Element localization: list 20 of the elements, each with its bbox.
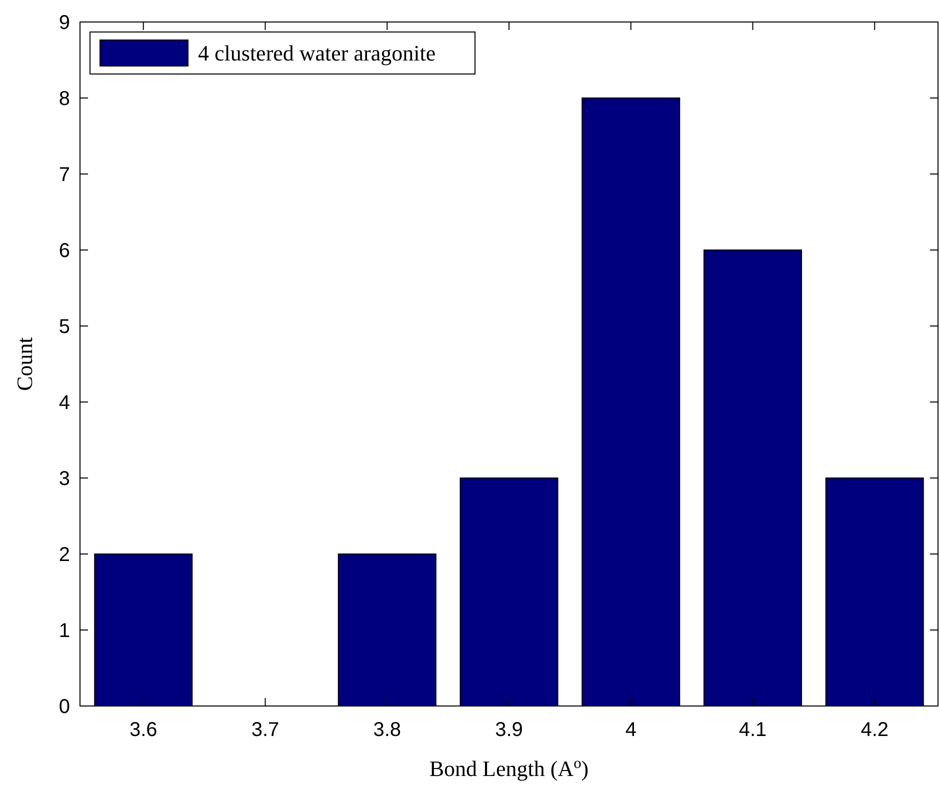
y-tick-label: 7 xyxy=(58,164,70,186)
x-tick-label: 3.8 xyxy=(373,719,402,741)
legend-label: 4 clustered water aragonite xyxy=(198,40,436,66)
x-tick-label: 4.1 xyxy=(738,719,767,741)
x-tick-label: 3.7 xyxy=(251,719,280,741)
y-tick-label: 4 xyxy=(58,392,70,414)
x-tick-label: 3.6 xyxy=(129,719,158,741)
y-tick-label: 3 xyxy=(58,468,70,490)
y-tick-label: 8 xyxy=(58,88,70,110)
x-tick-label: 4.2 xyxy=(860,719,889,741)
y-tick-label: 5 xyxy=(58,316,70,338)
x-tick-label: 3.9 xyxy=(495,719,523,741)
y-axis-title: Count xyxy=(12,337,37,391)
y-tick-label: 2 xyxy=(58,544,70,566)
y-tick-label: 0 xyxy=(58,696,70,718)
y-tick-label: 9 xyxy=(58,12,70,34)
y-tick-label: 6 xyxy=(58,240,70,262)
y-tick-label: 1 xyxy=(58,620,70,642)
x-axis-title: Bond Length (A$^{o}$) xyxy=(429,754,589,781)
x-tick-label: 4 xyxy=(625,719,636,741)
